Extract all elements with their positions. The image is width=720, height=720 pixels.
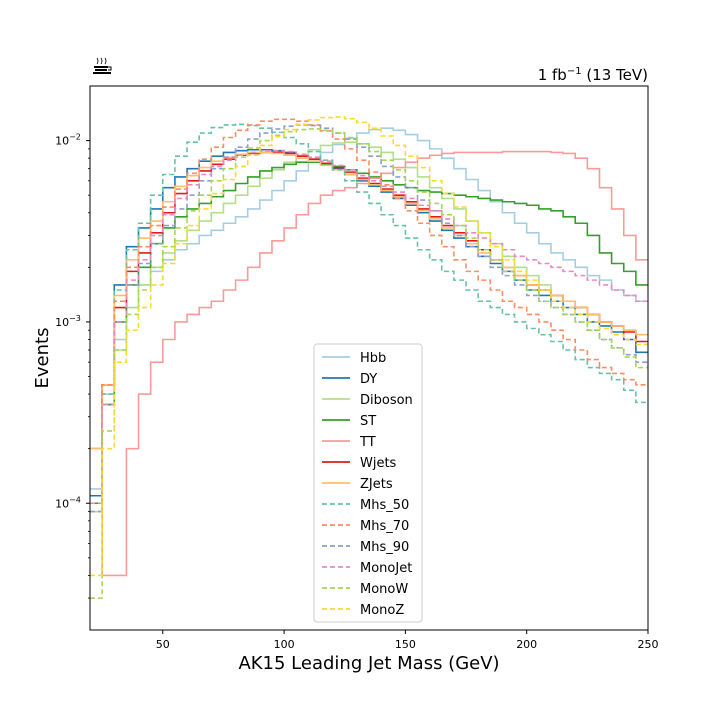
y-axis-label: Events [32, 328, 53, 389]
legend-label-tt: TT [359, 435, 376, 450]
legend-label-mhs-90: Mhs_90 [360, 540, 409, 555]
plot-frame [89, 85, 649, 631]
legend-label-hbb: Hbb [360, 351, 386, 366]
y-tick-label: 10−2 [55, 133, 81, 148]
legend-label-monow: MonoW [360, 582, 408, 597]
legend-label-mhs-50: Mhs_50 [360, 498, 409, 513]
coffee-cup-icon [93, 57, 112, 74]
legend-label-monojet: MonoJet [360, 561, 412, 576]
series-tt-line [90, 150, 648, 577]
y-axis-ticks: 10−4 10−3 10−2 [55, 133, 90, 599]
y-tick-label: 10−3 [55, 314, 81, 329]
legend-label-mhs-70: Mhs_70 [360, 519, 409, 534]
legend-label-wjets: Wjets [360, 456, 397, 471]
series-layer [90, 116, 648, 599]
legend: Hbb DY Diboson ST TT Wjets ZJets Mhs_50 Mhs_70 Mh… [313, 343, 423, 623]
plot-area [89, 85, 649, 631]
x-tick-label: 250 [638, 638, 659, 651]
legend-box [313, 343, 423, 623]
x-tick-label: 200 [516, 638, 537, 651]
x-tick-label: 150 [395, 638, 416, 651]
series-mhs-50-line [90, 123, 648, 505]
x-axis-ticks: 50 100 150 200 250 [156, 630, 659, 651]
legend-label-monoz: MonoZ [360, 603, 404, 618]
x-tick-label: 100 [274, 638, 295, 651]
legend-label-zjets: ZJets [360, 477, 393, 492]
x-axis-label: AK15 Leading Jet Mass (GeV) [238, 653, 499, 674]
x-tick-label: 50 [156, 638, 170, 651]
legend-label-dy: DY [360, 372, 377, 387]
luminosity-label: 1 fb−1 (13 TeV) [538, 66, 648, 84]
y-tick-label: 10−4 [55, 495, 81, 510]
legend-label-st: ST [360, 414, 376, 429]
series-hbb-line [90, 127, 648, 490]
series-monow-line [90, 128, 648, 599]
legend-label-diboson: Diboson [360, 393, 413, 408]
series-monojet-line [90, 149, 648, 505]
series-monoz-line [90, 116, 648, 577]
